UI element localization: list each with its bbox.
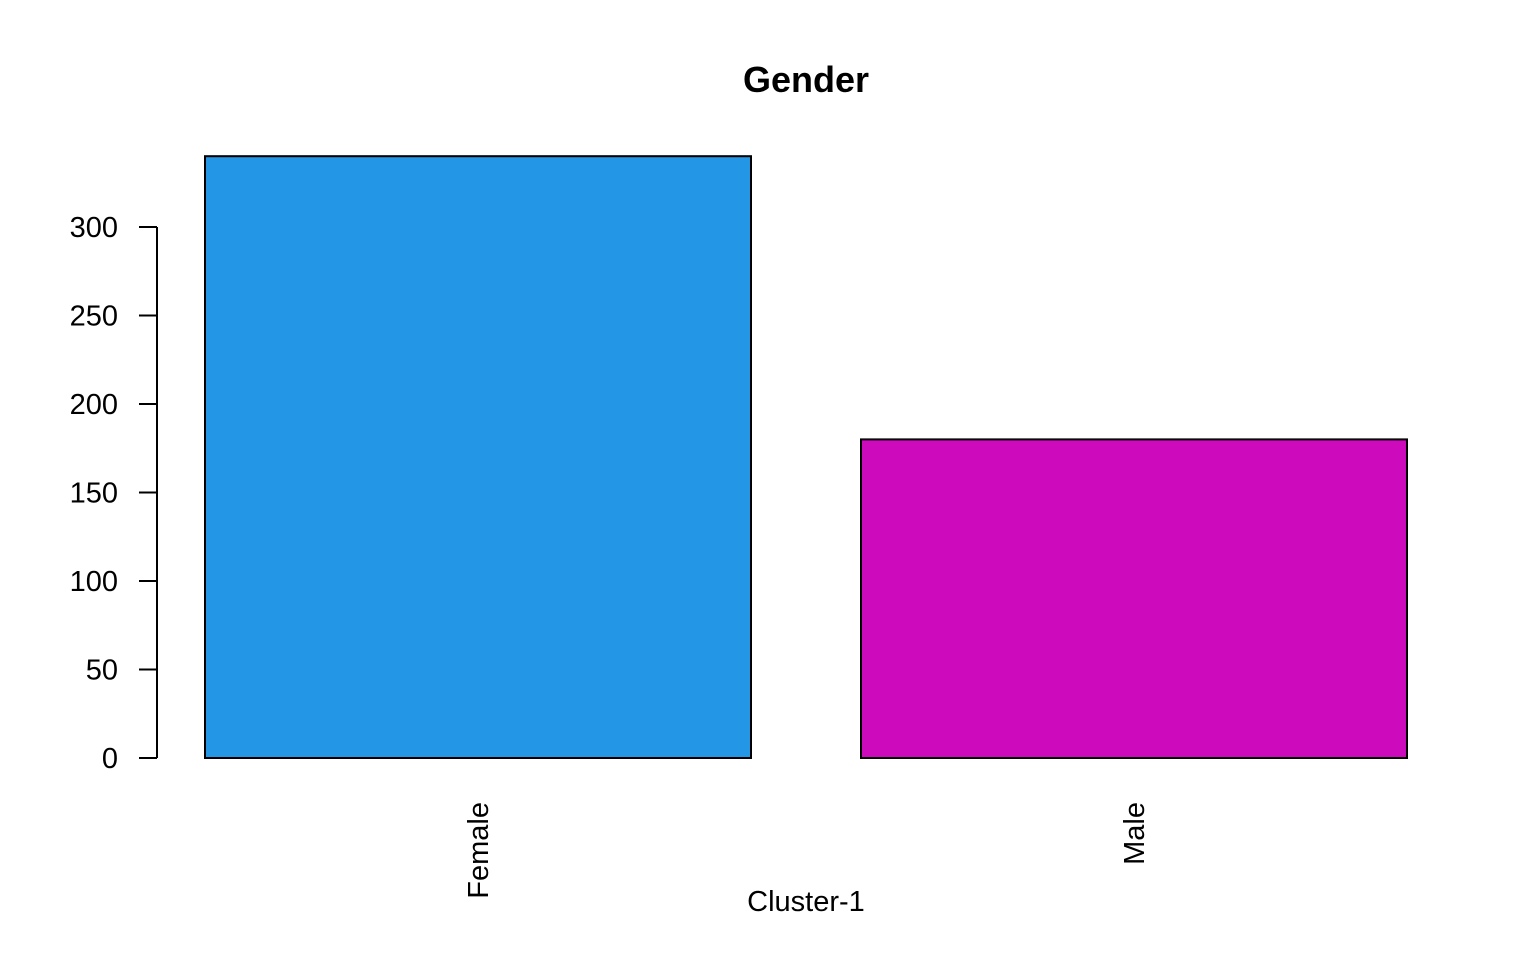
x-axis-label: Cluster-1	[747, 886, 865, 918]
bars	[204, 155, 1408, 759]
category-label-female: Female	[463, 802, 495, 899]
category-labels: Female Male	[463, 802, 1151, 899]
y-tick-label: 300	[70, 212, 118, 244]
bar-female	[204, 155, 752, 759]
category-label-male: Male	[1119, 802, 1151, 865]
y-tick-label: 200	[70, 389, 118, 421]
y-tick-label: 100	[70, 566, 118, 598]
y-tick-label: 150	[70, 478, 118, 510]
chart-title: Gender	[743, 59, 869, 100]
y-axis: 0 50 100 150 200 250 300	[70, 212, 158, 775]
y-tick-label: 0	[102, 743, 118, 775]
y-tick-label: 50	[86, 655, 118, 687]
y-tick-label: 250	[70, 301, 118, 333]
bar-male	[860, 438, 1408, 759]
